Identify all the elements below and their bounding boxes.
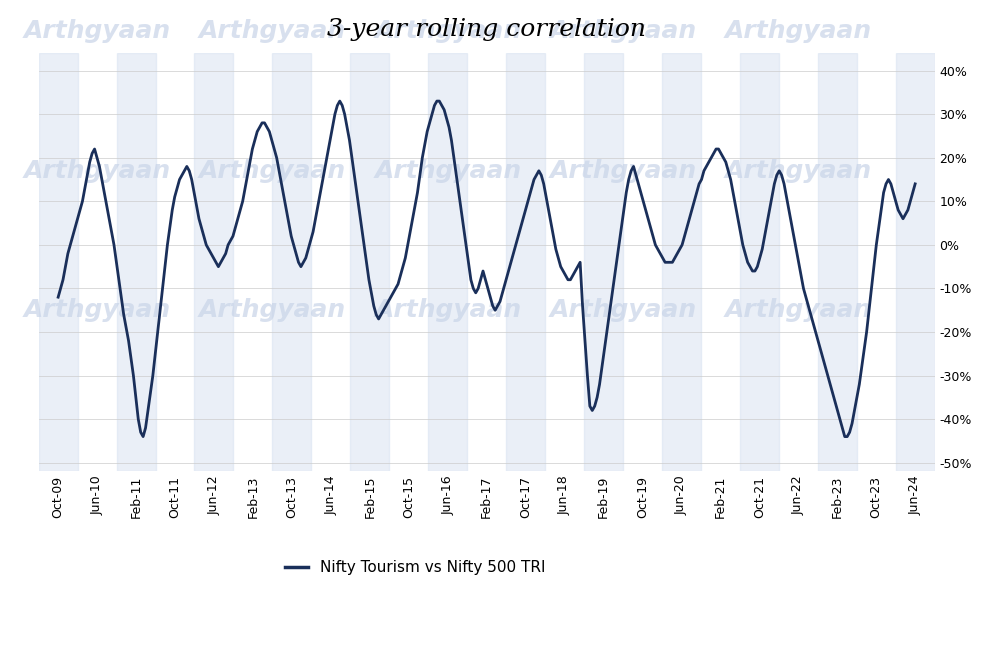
Text: Arthgyaan: Arthgyaan [198, 20, 346, 44]
Bar [194, 53, 234, 471]
Text: Arthgyaan: Arthgyaan [198, 159, 346, 183]
Bar [584, 53, 622, 471]
Bar [817, 53, 856, 471]
Bar [894, 53, 934, 471]
Text: Arthgyaan: Arthgyaan [198, 298, 346, 322]
Text: Arthgyaan: Arthgyaan [724, 298, 871, 322]
Text: Arthgyaan: Arthgyaan [549, 298, 696, 322]
Text: Arthgyaan: Arthgyaan [549, 20, 696, 44]
Bar [38, 53, 78, 471]
Text: Arthgyaan: Arthgyaan [374, 298, 521, 322]
Text: Arthgyaan: Arthgyaan [549, 159, 696, 183]
Bar [116, 53, 156, 471]
Bar [506, 53, 544, 471]
Text: Arthgyaan: Arthgyaan [724, 20, 871, 44]
Bar [272, 53, 311, 471]
Bar [350, 53, 388, 471]
Text: Arthgyaan: Arthgyaan [24, 159, 171, 183]
Text: Arthgyaan: Arthgyaan [724, 159, 871, 183]
Bar [428, 53, 466, 471]
Title: 3-year rolling correlation: 3-year rolling correlation [326, 18, 646, 42]
Legend: Nifty Tourism vs Nifty 500 TRI: Nifty Tourism vs Nifty 500 TRI [278, 554, 551, 581]
Text: Arthgyaan: Arthgyaan [24, 20, 171, 44]
Text: Arthgyaan: Arthgyaan [374, 20, 521, 44]
Bar [662, 53, 700, 471]
Bar [740, 53, 778, 471]
Text: Arthgyaan: Arthgyaan [374, 159, 521, 183]
Text: Arthgyaan: Arthgyaan [24, 298, 171, 322]
